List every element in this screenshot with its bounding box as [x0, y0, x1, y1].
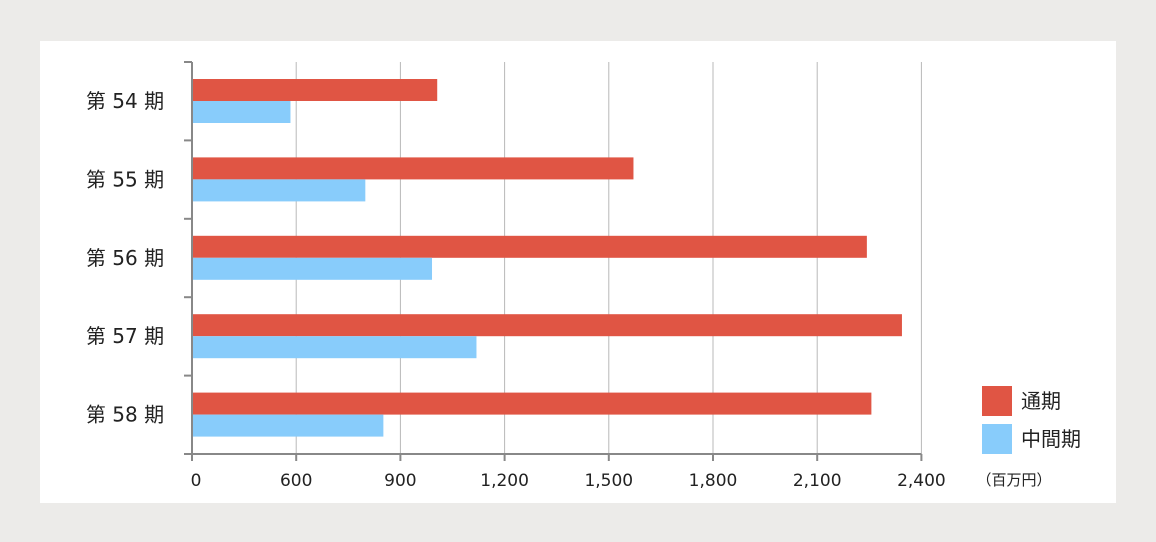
bar-interim — [192, 414, 384, 437]
axes — [184, 61, 923, 461]
bars — [192, 79, 902, 437]
x-tick-label: 0 — [191, 471, 202, 491]
bar-annual — [192, 314, 902, 337]
bar-annual — [192, 235, 867, 258]
category-label: 第 58 期 — [86, 403, 164, 427]
bar-interim — [192, 179, 366, 202]
legend-swatch-annual — [982, 386, 1012, 416]
x-tick-label: 1,800 — [689, 471, 738, 491]
unit-label: （百万円） — [976, 471, 1051, 489]
legend-label-annual: 通期 — [1021, 389, 1061, 413]
category-label: 第 54 期 — [86, 89, 164, 113]
x-tick-label: 1,500 — [584, 471, 633, 491]
legend-label-interim: 中間期 — [1021, 427, 1081, 451]
bar-interim — [192, 336, 477, 359]
bar-interim — [192, 257, 433, 280]
category-label: 第 55 期 — [86, 167, 164, 191]
legend-swatch-interim — [982, 424, 1012, 454]
bar-annual — [192, 79, 438, 101]
x-tick-label: 2,100 — [793, 471, 842, 491]
x-tick-label: 2,400 — [897, 471, 946, 491]
labels: 第 54 期第 55 期第 56 期第 57 期第 58 期 0 600 900 1,2… — [86, 89, 1052, 491]
bar-interim — [192, 101, 291, 123]
bar-annual — [192, 392, 872, 415]
x-tick-label: 1,200 — [480, 471, 529, 491]
bar-annual — [192, 157, 634, 180]
category-label: 第 56 期 — [86, 246, 164, 270]
x-tick-label: 600 — [280, 471, 312, 491]
x-tick-label: 900 — [384, 471, 416, 491]
category-label: 第 57 期 — [86, 324, 164, 348]
